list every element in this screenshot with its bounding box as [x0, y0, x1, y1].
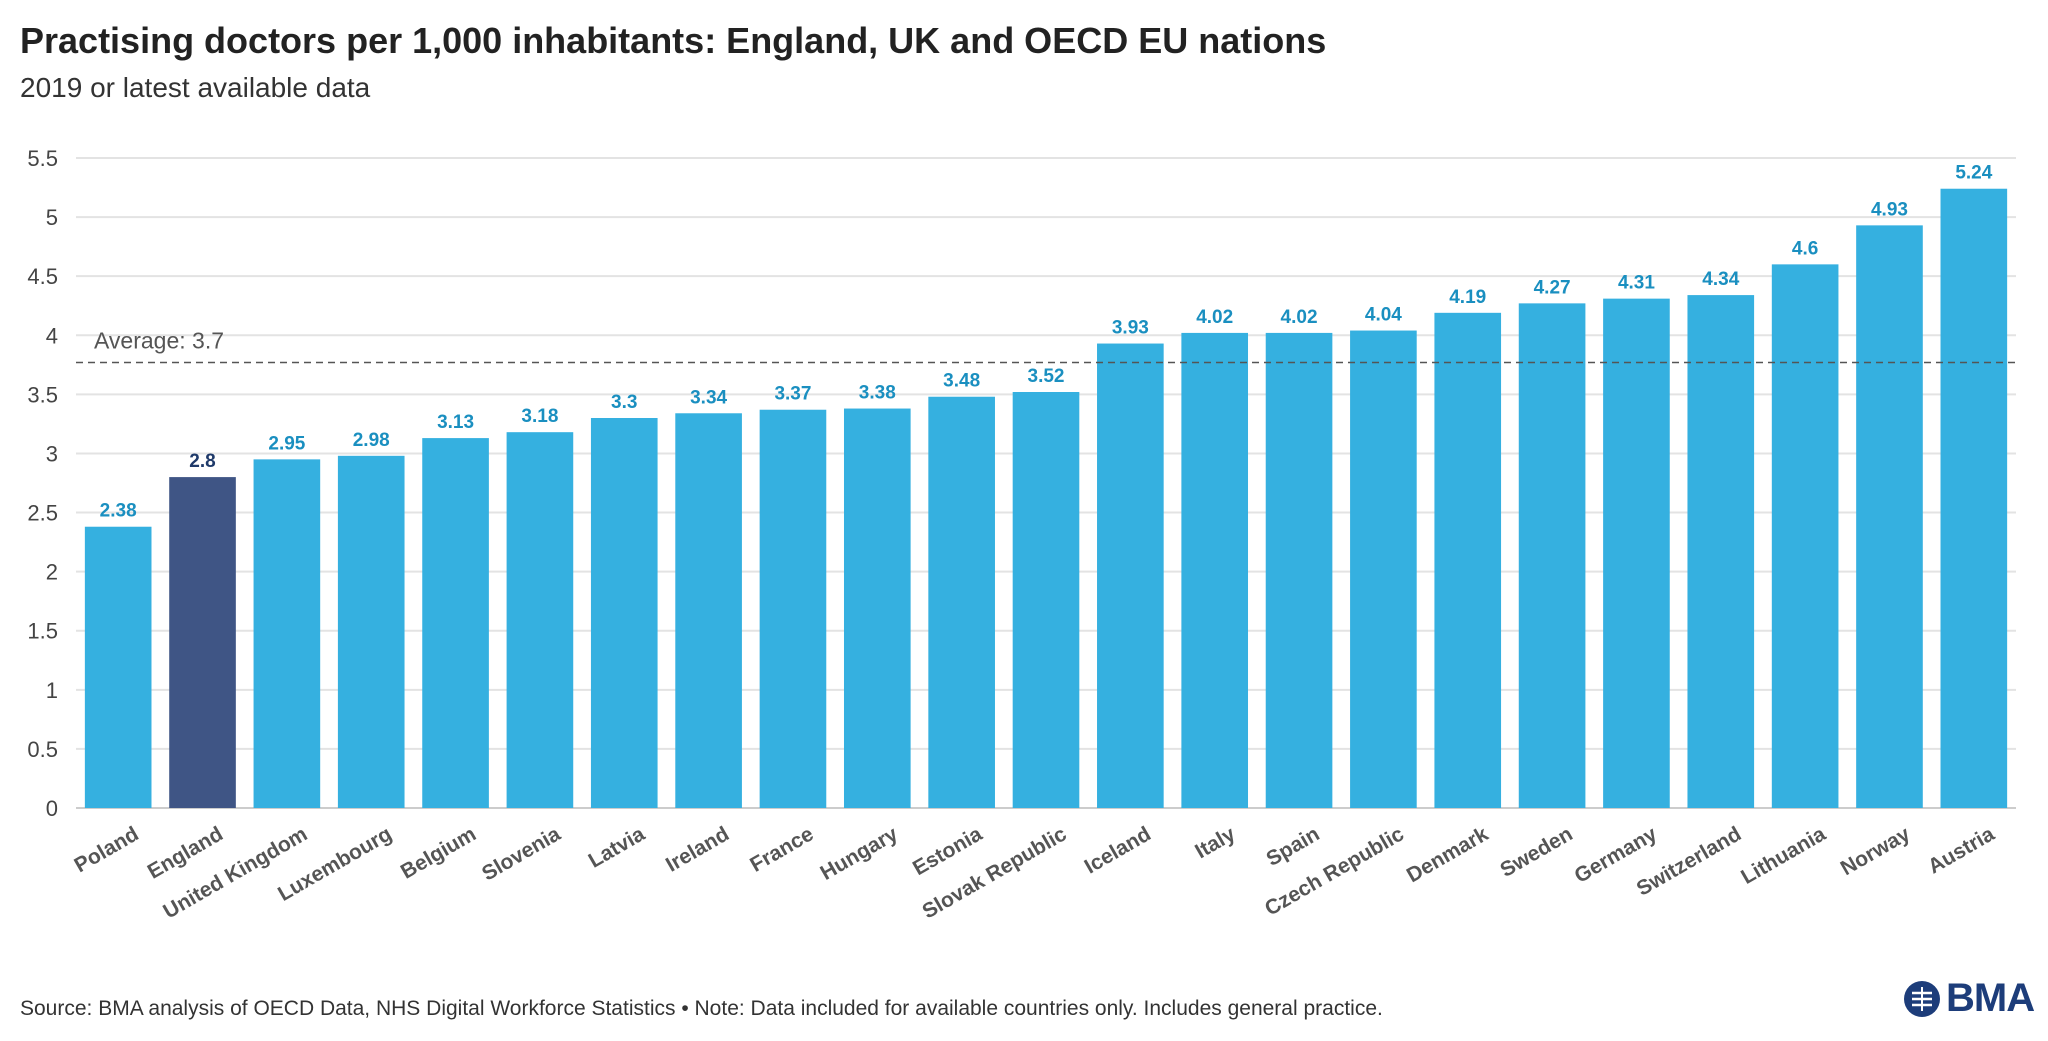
x-tick-label: Austria	[1924, 822, 1998, 878]
data-label: 3.34	[690, 387, 727, 408]
x-tick-label: Spain	[1263, 822, 1324, 871]
bar	[1097, 343, 1164, 808]
data-label: 3.3	[611, 392, 637, 413]
x-tick-label: Denmark	[1403, 822, 1493, 887]
x-tick-label: Slovenia	[478, 822, 565, 885]
data-label: 3.93	[1112, 318, 1149, 339]
bma-logo: BMA	[1902, 976, 2035, 1021]
data-label: 2.95	[268, 433, 305, 454]
bma-logo-text: BMA	[1946, 976, 2035, 1020]
bar	[337, 455, 405, 808]
y-tick-label: 3.5	[27, 382, 58, 407]
data-label: 4.02	[1196, 307, 1233, 328]
data-label: 4.19	[1449, 287, 1486, 308]
bar	[928, 396, 995, 808]
bar	[84, 526, 152, 808]
data-label: 4.6	[1792, 238, 1818, 259]
y-tick-label: 0.5	[27, 737, 58, 762]
bar-chart: 00.511.522.533.544.555.52.38Poland2.8Eng…	[27, 146, 2016, 923]
x-tick-label: Hungary	[817, 822, 903, 885]
data-label: 3.18	[521, 406, 558, 427]
average-label: Average: 3.7	[94, 327, 224, 353]
chart-title: Practising doctors per 1,000 inhabitants…	[20, 20, 1327, 61]
y-tick-label: 1	[46, 678, 58, 703]
y-tick-label: 3	[46, 441, 58, 466]
bar	[1940, 188, 2008, 808]
y-tick-label: 4	[46, 323, 58, 348]
bar	[1603, 298, 1670, 808]
x-tick-label: Latvia	[585, 822, 649, 872]
data-label: 3.48	[943, 371, 980, 392]
data-label: 3.37	[774, 384, 811, 405]
bar	[1856, 225, 1923, 808]
x-tick-label: Norway	[1837, 822, 1914, 880]
data-label: 4.93	[1871, 199, 1908, 220]
x-tick-label: Czech Republic	[1261, 822, 1408, 920]
data-label: 2.8	[189, 451, 215, 472]
x-tick-label: Poland	[71, 822, 143, 877]
data-label: 4.04	[1365, 305, 1402, 326]
bar	[1350, 330, 1417, 808]
data-label: 3.38	[859, 383, 896, 404]
bma-emblem-icon	[1904, 980, 1940, 1017]
bar	[1265, 332, 1333, 808]
bar	[506, 432, 574, 808]
data-label: 3.13	[437, 412, 474, 433]
x-tick-label: Slovak Republic	[919, 822, 1071, 923]
data-label: 2.98	[353, 430, 390, 451]
chart-subtitle: 2019 or latest available data	[20, 72, 371, 103]
x-tick-label: Sweden	[1496, 822, 1576, 882]
x-tick-label: Italy	[1191, 822, 1239, 863]
bar	[1687, 295, 1755, 808]
data-label: 4.02	[1281, 307, 1318, 328]
bar	[1012, 392, 1080, 808]
x-tick-label: Iceland	[1081, 822, 1155, 878]
data-label: 4.31	[1618, 273, 1655, 294]
x-tick-label: France	[746, 822, 817, 876]
y-tick-label: 2	[46, 560, 58, 585]
data-label: 4.27	[1534, 277, 1571, 298]
bar	[1518, 303, 1586, 808]
bar	[169, 477, 236, 808]
y-tick-label: 5.5	[27, 146, 58, 171]
bar	[1771, 264, 1839, 808]
bar	[1181, 332, 1249, 808]
bar	[1434, 312, 1502, 808]
x-tick-label: Belgium	[397, 822, 480, 883]
source-note: Source: BMA analysis of OECD Data, NHS D…	[20, 997, 1383, 1020]
y-tick-label: 5	[46, 205, 58, 230]
bar	[843, 408, 911, 808]
bar	[675, 413, 742, 808]
data-label: 2.38	[100, 501, 137, 522]
x-tick-label: Lithuania	[1737, 822, 1830, 889]
data-label: 4.34	[1702, 269, 1739, 290]
bar	[253, 459, 321, 808]
x-tick-label: United Kingdom	[159, 822, 311, 923]
y-tick-label: 2.5	[27, 501, 58, 526]
y-tick-label: 0	[46, 796, 58, 821]
bar	[590, 418, 658, 808]
data-label: 3.52	[1028, 366, 1065, 387]
bar	[422, 438, 489, 808]
y-tick-label: 1.5	[27, 619, 58, 644]
bar	[759, 409, 827, 808]
data-label: 5.24	[1955, 163, 1992, 184]
x-tick-label: Ireland	[662, 822, 733, 876]
y-tick-label: 4.5	[27, 264, 58, 289]
